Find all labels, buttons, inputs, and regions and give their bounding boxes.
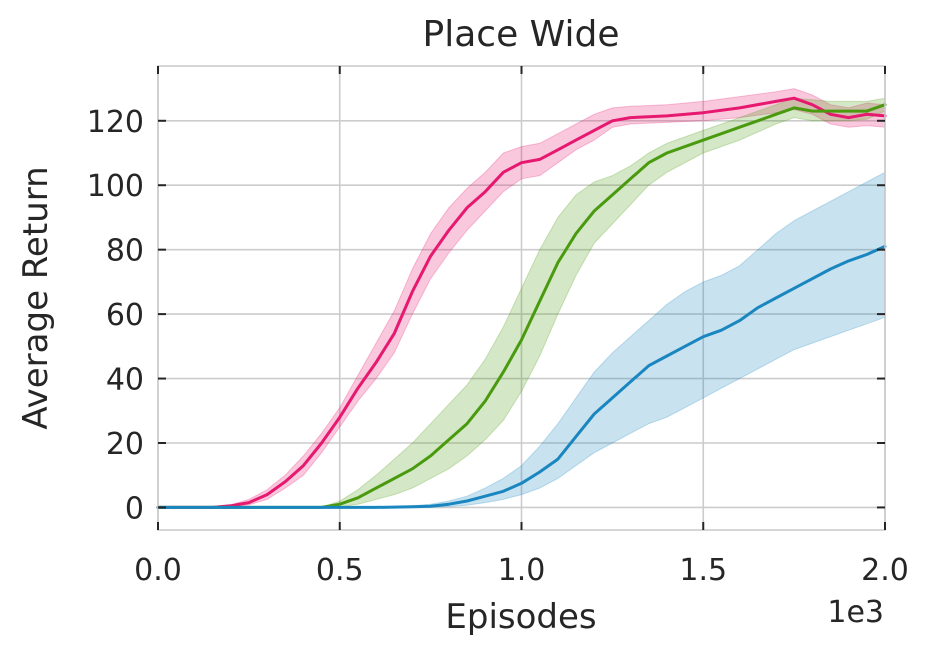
x-tick-label: 0.5 — [316, 553, 364, 588]
chart-title: Place Wide — [423, 14, 620, 55]
x-tick-label: 1.0 — [498, 553, 546, 588]
y-tick-label: 0 — [125, 491, 144, 526]
y-tick-label: 20 — [106, 427, 144, 462]
y-tick-label: 80 — [106, 234, 144, 269]
y-tick-label: 40 — [106, 363, 144, 398]
series-line-1 — [156, 96, 887, 509]
x-tick-label: 1.5 — [679, 553, 727, 588]
ticks: 0.0 0.5 1.0 1.5 2.0 0 20 40 60 80 100 120 — [87, 66, 909, 588]
y-tick-label: 120 — [87, 105, 144, 140]
x-tick-label: 0.0 — [134, 553, 182, 588]
x-offset-label: 1e3 — [827, 595, 884, 630]
y-tick-label: 100 — [87, 169, 144, 204]
y-axis-label: Average Return — [16, 166, 56, 429]
series-line-3 — [156, 244, 887, 509]
series-lines — [156, 96, 887, 509]
x-tick-label: 2.0 — [861, 553, 909, 588]
series-line-2 — [156, 103, 887, 509]
y-tick-label: 60 — [106, 298, 144, 333]
x-axis-label: Episodes — [445, 597, 596, 637]
